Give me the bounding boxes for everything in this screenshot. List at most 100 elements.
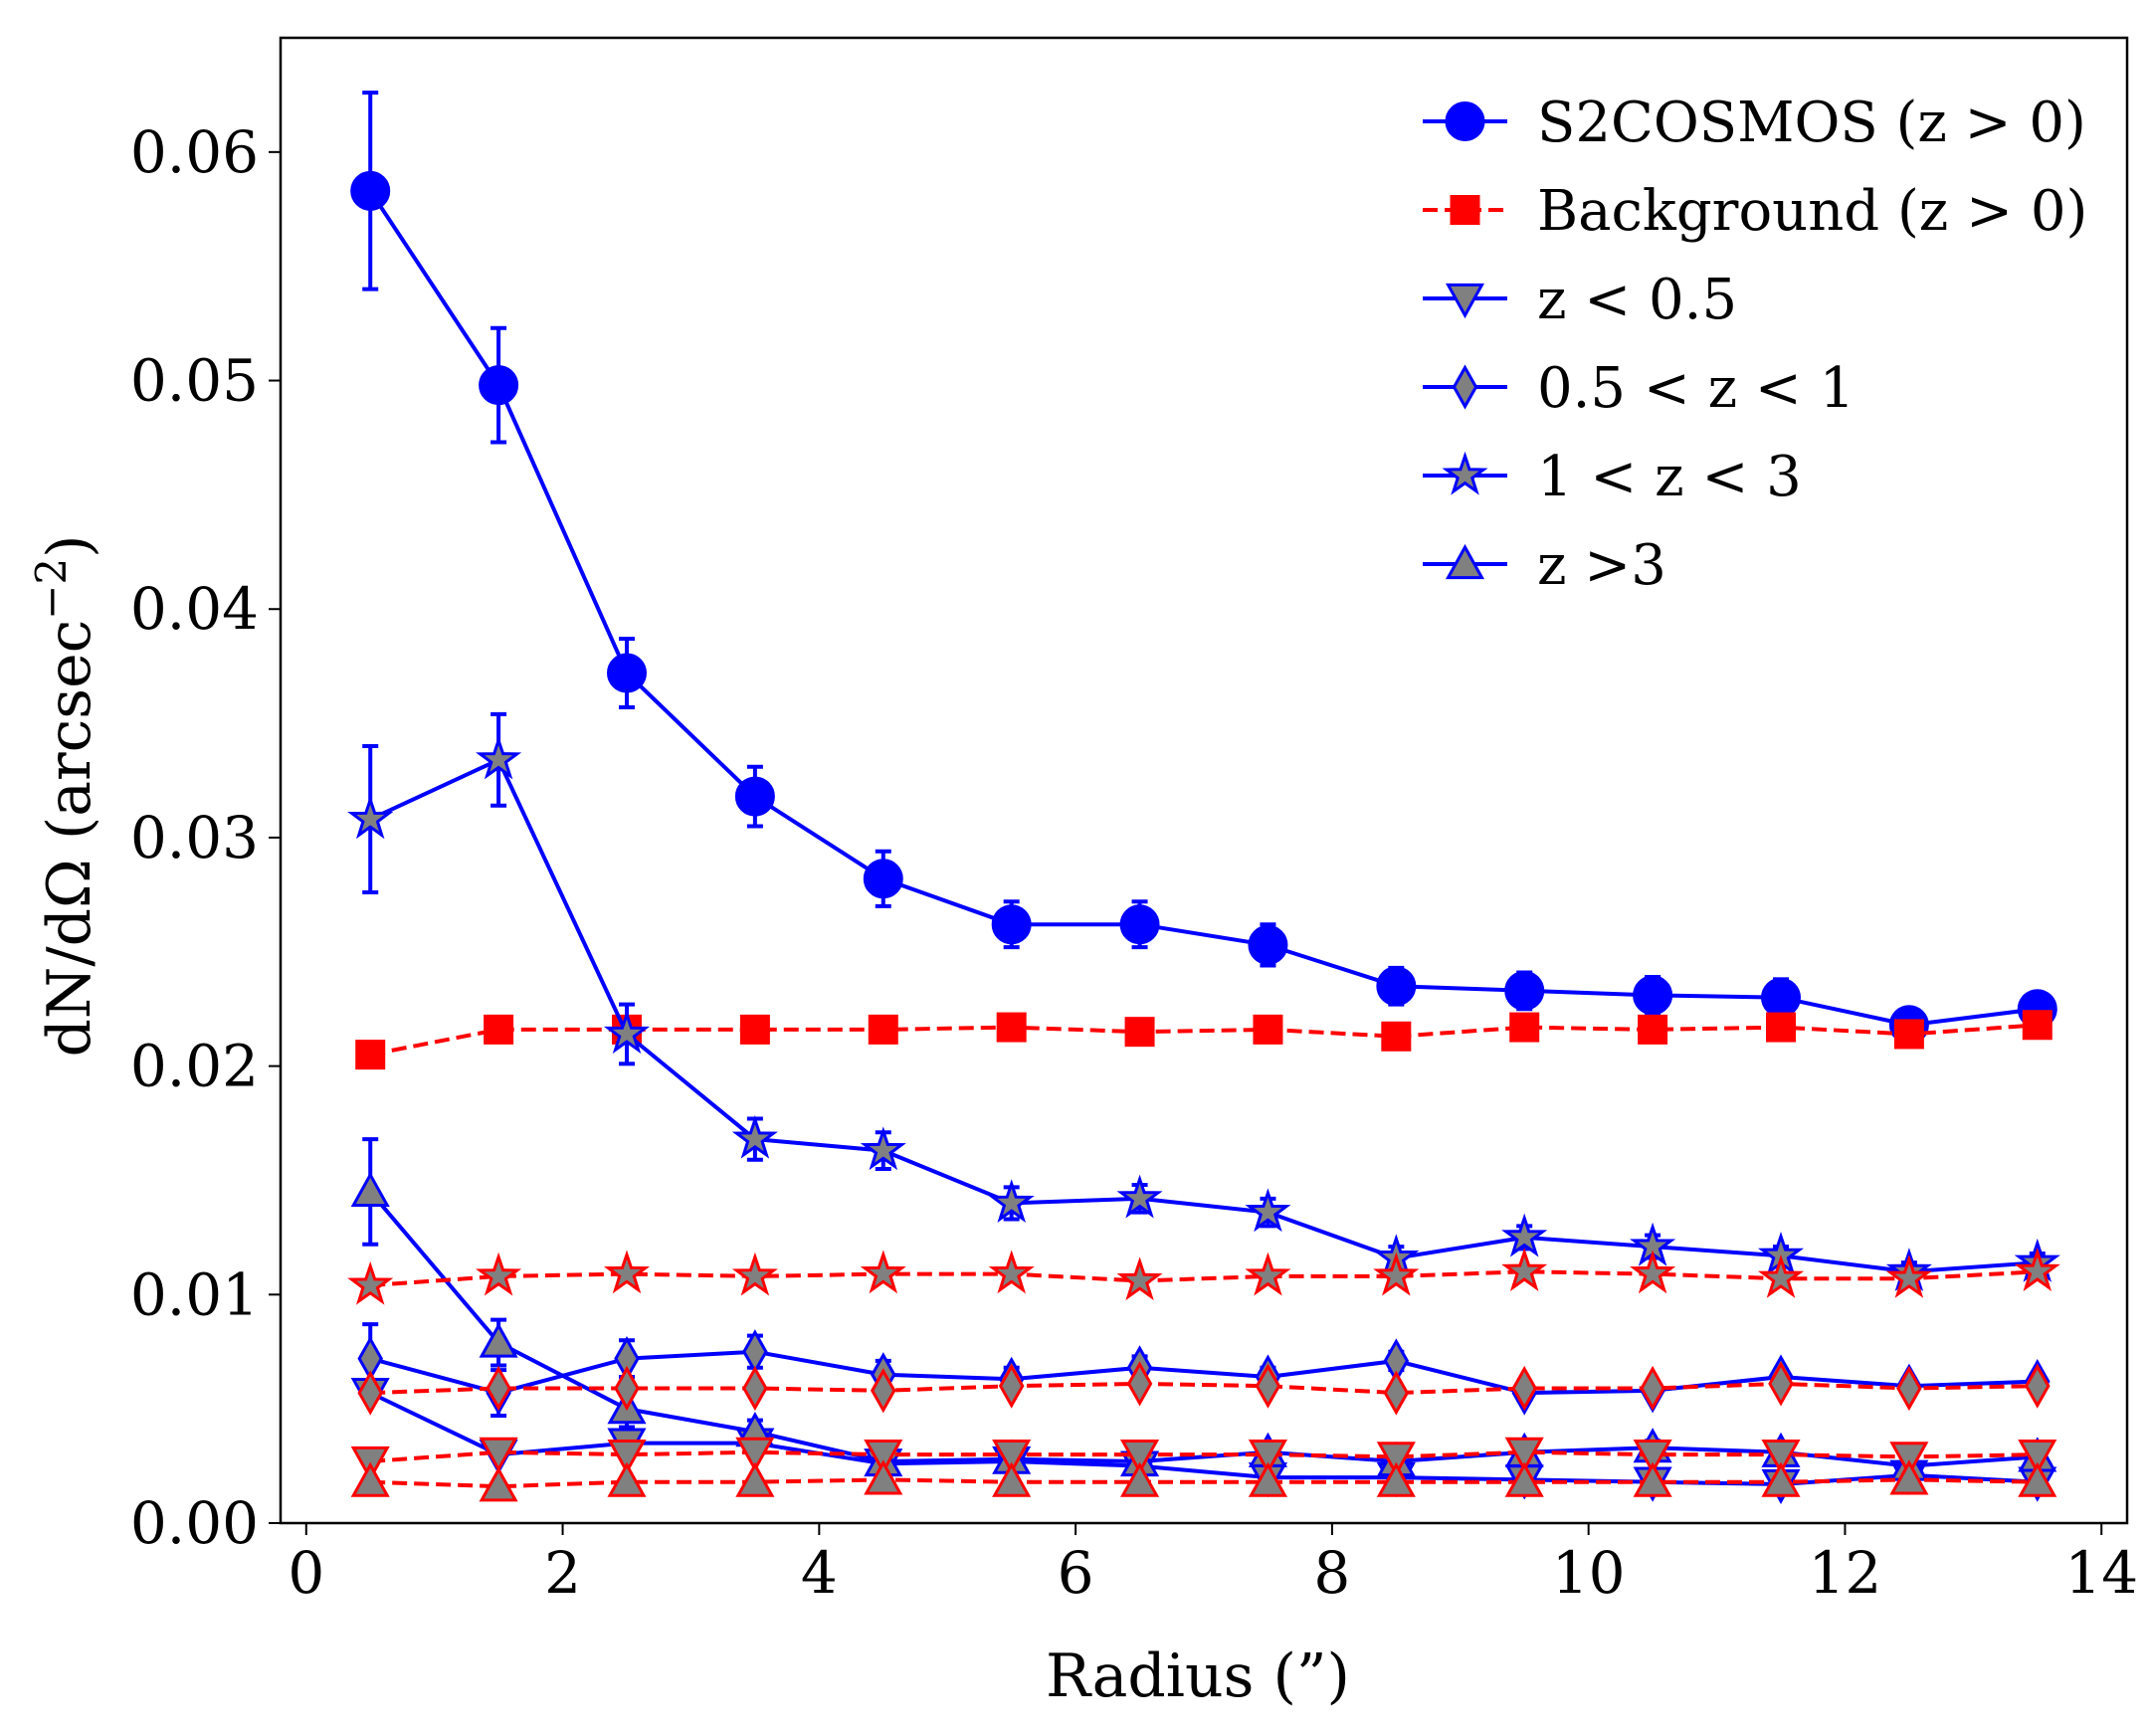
legend-label-2: z < 0.5 — [1537, 268, 1737, 332]
data-point-7-9 — [1511, 1365, 1537, 1412]
data-point-6-3 — [731, 1252, 778, 1296]
data-point-1-4 — [868, 1014, 898, 1045]
legend-marker-2 — [1445, 283, 1485, 319]
x-tick-label-2: 4 — [801, 1539, 838, 1607]
data-point-5-1 — [479, 1322, 518, 1358]
x-tick-label-6: 12 — [1809, 1539, 1882, 1607]
data-point-7-11 — [1768, 1361, 1794, 1407]
data-point-4-0 — [347, 795, 394, 840]
data-point-4-9 — [1501, 1213, 1548, 1257]
data-point-9-4 — [864, 1459, 903, 1495]
data-point-9-7 — [1248, 1461, 1287, 1497]
data-point-0-9 — [1504, 970, 1545, 1011]
y-tick-label-3: 0.03 — [130, 804, 259, 871]
x-axis-label: Radius (”) — [1046, 1641, 1350, 1711]
data-point-1-1 — [484, 1014, 514, 1045]
x-tick-label-0: 0 — [288, 1539, 324, 1607]
data-point-7-10 — [1640, 1365, 1665, 1412]
series-line-3 — [369, 1349, 2038, 1396]
data-point-8-2 — [607, 1439, 647, 1475]
data-point-9-6 — [1120, 1461, 1160, 1497]
legend-label-1: Background (z > 0) — [1537, 179, 2087, 244]
data-point-9-10 — [1633, 1461, 1672, 1497]
data-point-1-13 — [2022, 1010, 2052, 1041]
data-point-1-12 — [1893, 1019, 1924, 1050]
series-line-1 — [369, 1023, 2038, 1058]
data-point-8-10 — [1633, 1439, 1672, 1475]
data-point-9-13 — [2018, 1461, 2057, 1497]
legend-marker-3 — [1452, 364, 1478, 410]
series-line-6 — [370, 1269, 2038, 1288]
x-tick-label-4: 8 — [1313, 1539, 1350, 1607]
y-axis-label-main: dN/dΩ (arcsec — [35, 620, 104, 1058]
data-point-0-7 — [1248, 924, 1288, 965]
data-point-0-10 — [1633, 975, 1673, 1016]
y-axis-label: dN/dΩ (arcsec−2) — [27, 534, 105, 1057]
data-point-9-12 — [1889, 1459, 1929, 1495]
data-point-4-6 — [1116, 1174, 1163, 1219]
legend-marker-5 — [1445, 543, 1485, 580]
data-point-1-7 — [1253, 1014, 1283, 1045]
data-point-1-0 — [355, 1040, 386, 1070]
legend-entry-4: 1 < z < 3 — [1423, 445, 1802, 509]
data-point-7-7 — [1255, 1363, 1281, 1409]
legend-label-0: S2COSMOS (z > 0) — [1537, 91, 2086, 155]
data-point-0-4 — [863, 859, 903, 899]
data-point-1-9 — [1509, 1012, 1540, 1043]
data-point-8-13 — [2018, 1439, 2057, 1475]
x-tick-label-5: 10 — [1552, 1539, 1626, 1607]
y-tick-label-1: 0.01 — [130, 1260, 259, 1328]
x-tick-label-3: 6 — [1058, 1539, 1094, 1607]
data-point-1-10 — [1638, 1014, 1668, 1045]
data-point-7-2 — [614, 1365, 640, 1412]
data-point-1-5 — [996, 1012, 1027, 1043]
legend-label-3: 0.5 < z < 1 — [1537, 356, 1855, 421]
data-point-1-8 — [1381, 1021, 1412, 1052]
data-point-7-1 — [486, 1365, 511, 1412]
data-point-6-7 — [1245, 1252, 1291, 1296]
data-point-6-12 — [1885, 1254, 1932, 1298]
data-point-6-4 — [860, 1250, 906, 1294]
data-point-8-9 — [1504, 1437, 1544, 1472]
data-point-6-9 — [1501, 1248, 1548, 1292]
data-point-8-8 — [1376, 1442, 1416, 1477]
legend-label-4: 1 < z < 3 — [1537, 445, 1802, 509]
data-point-7-6 — [1126, 1361, 1153, 1407]
series-7 — [357, 1361, 2051, 1416]
data-point-4-4 — [860, 1126, 906, 1171]
data-point-1-3 — [739, 1014, 770, 1045]
y-axis-label-exponent: −2 — [27, 558, 76, 620]
data-point-7-8 — [1383, 1370, 1410, 1416]
data-point-6-13 — [2014, 1248, 2060, 1292]
data-point-4-5 — [988, 1179, 1035, 1224]
y-tick-label-0: 0.00 — [130, 1489, 259, 1557]
data-point-4-2 — [603, 1010, 651, 1055]
series-line-0 — [368, 189, 2039, 1028]
series-layer — [347, 91, 2060, 1505]
data-point-1-11 — [1766, 1012, 1796, 1043]
data-point-0-2 — [607, 653, 647, 693]
data-point-9-9 — [1504, 1461, 1544, 1497]
legend-marker-1 — [1450, 195, 1480, 225]
data-point-7-4 — [871, 1368, 896, 1414]
series-6 — [347, 1248, 2060, 1305]
data-point-8-1 — [479, 1437, 518, 1472]
data-point-6-5 — [988, 1250, 1035, 1294]
x-tick-label-7: 14 — [2064, 1539, 2138, 1607]
legend-entry-2: z < 0.5 — [1423, 268, 1737, 332]
legend-entry-5: z >3 — [1423, 533, 1666, 598]
series-line-8 — [370, 1449, 2038, 1463]
series-line-4 — [369, 757, 2038, 1274]
legend-marker-4 — [1442, 451, 1488, 495]
data-point-9-1 — [479, 1466, 518, 1502]
data-point-6-10 — [1630, 1250, 1676, 1294]
data-point-9-0 — [350, 1461, 390, 1497]
data-point-4-3 — [731, 1114, 778, 1159]
data-point-7-13 — [2025, 1363, 2051, 1409]
data-point-0-1 — [479, 365, 519, 406]
legend: S2COSMOS (z > 0) Background (z > 0) z < 0.… — [1423, 91, 2087, 598]
data-point-9-2 — [607, 1461, 647, 1497]
legend-entry-3: 0.5 < z < 1 — [1423, 356, 1855, 421]
